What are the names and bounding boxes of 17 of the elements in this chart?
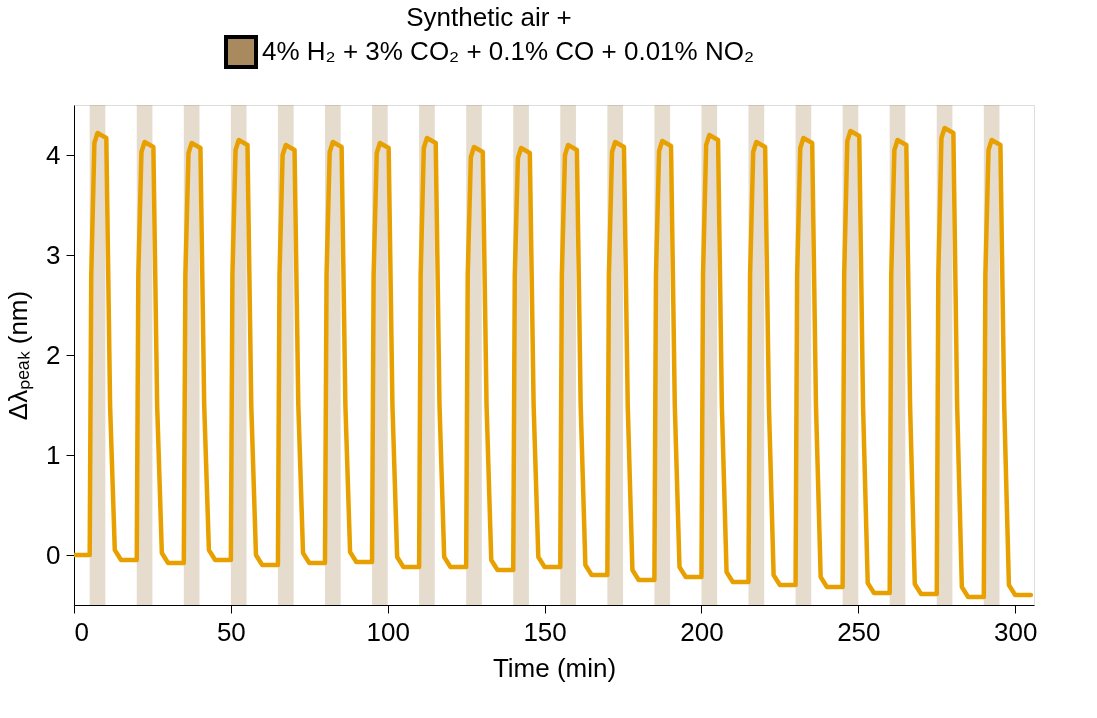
y-axis-title: Δλₚₑₐₖ (nm) [3,290,35,421]
x-tick-label: 100 [366,616,410,647]
x-axis-title: Time (min) [492,652,617,683]
x-tick-label: 300 [993,616,1038,647]
legend-label: 4% H₂ + 3% CO₂ + 0.1% CO + 0.01% NO₂ [262,36,754,66]
x-tick-label: 0 [74,616,89,647]
line-series [74,125,1034,600]
x-tick-label: 150 [523,616,567,647]
y-tick-label: 2 [46,339,61,370]
y-tick-label: 1 [46,439,61,470]
legend-title: Synthetic air + [406,2,572,32]
y-tick-label: 4 [46,139,61,170]
x-tick-label: 200 [680,616,724,647]
y-tick-label: 3 [46,239,61,270]
y-tick-label: 0 [46,539,61,570]
x-tick-label: 50 [216,616,246,647]
x-tick-label: 250 [837,616,881,647]
